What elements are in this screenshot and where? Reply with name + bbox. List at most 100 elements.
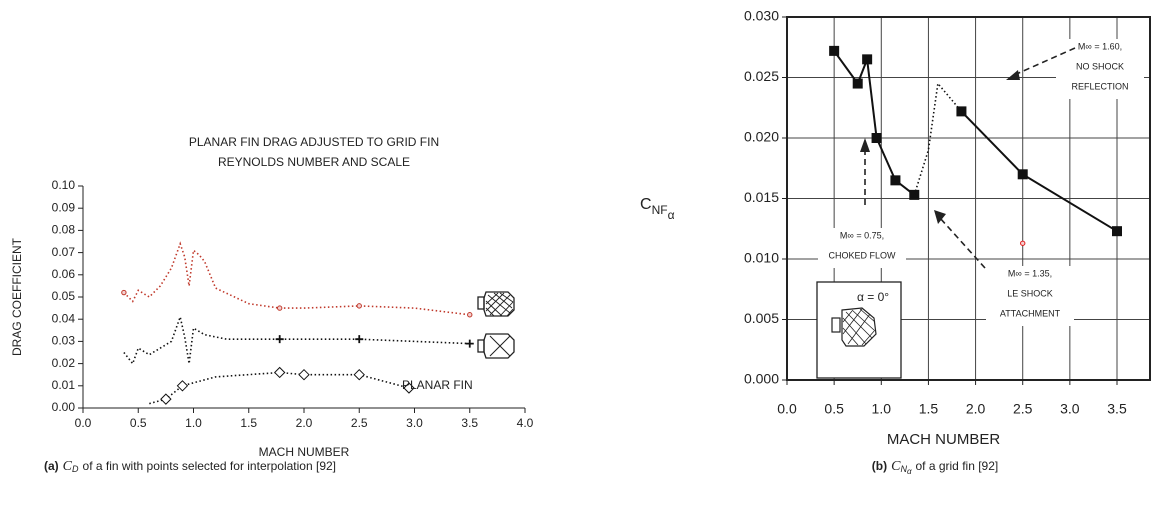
y-tick-label: 0.000 xyxy=(744,371,779,387)
marker xyxy=(852,78,863,89)
chart-title: REYNOLDS NUMBER AND SCALE xyxy=(218,155,410,169)
y-tick-label: 0.03 xyxy=(52,334,76,348)
annotation: M∞ = 1.60, xyxy=(1078,41,1122,51)
x-tick-label: 0.0 xyxy=(777,401,797,417)
marker xyxy=(829,45,840,56)
x-tick-label: 3.0 xyxy=(406,416,423,430)
caption: (a) CD of a fin with points selected for i… xyxy=(44,459,336,474)
x-tick-label: 1.0 xyxy=(185,416,202,430)
marker xyxy=(298,368,310,381)
annotation-bg xyxy=(1056,39,1144,99)
annotation-bg xyxy=(986,266,1074,326)
chart-title: PLANAR FIN DRAG ADJUSTED TO GRID FIN xyxy=(189,135,439,149)
caption-text: of a fin with points selected for interp… xyxy=(83,459,336,473)
y-tick-label: 0.02 xyxy=(52,356,76,370)
y-tick-label: 0.015 xyxy=(744,189,779,205)
y-tick-label: 0.025 xyxy=(744,68,779,84)
x-tick-label: 2.5 xyxy=(1013,401,1033,417)
caption-text: of a grid fin [92] xyxy=(916,459,999,473)
marker xyxy=(276,305,283,311)
marker xyxy=(1017,169,1028,180)
y-tick-label: 0.010 xyxy=(744,250,779,266)
annotation-arrows xyxy=(864,47,1076,269)
caption: (b) CNα of a grid fin [92] xyxy=(872,459,998,476)
marker xyxy=(956,106,967,117)
annotation: LE SHOCK xyxy=(1007,288,1053,298)
y-tick-label: 0.005 xyxy=(744,310,779,326)
x-tick-label: 1.5 xyxy=(240,416,257,430)
y-label-subscript: NF xyxy=(652,203,668,217)
y-tick-label: 0.020 xyxy=(744,129,779,145)
y-tick-label: 0.08 xyxy=(52,223,76,237)
y-tick-label: 0.04 xyxy=(52,311,76,325)
marker xyxy=(121,289,127,296)
marker xyxy=(465,339,474,348)
series-line xyxy=(123,314,470,366)
annotation: ATTACHMENT xyxy=(1000,308,1061,318)
x-tick-label: 0.0 xyxy=(75,416,92,430)
arrowheads xyxy=(860,70,1020,224)
y-tick-label: 0.07 xyxy=(52,245,76,259)
marker xyxy=(275,335,284,344)
caption-subsubscript: α xyxy=(907,467,912,476)
marker xyxy=(353,368,365,381)
x-tick-label: 2.0 xyxy=(296,416,313,430)
marker xyxy=(1112,226,1122,237)
y-tick-label: 0.09 xyxy=(52,200,76,214)
caption-symbol: C xyxy=(891,459,901,474)
marker xyxy=(467,312,473,318)
y-axis-label: DRAG COEFFICIENT xyxy=(10,237,24,356)
y-tick-label: 0.05 xyxy=(52,289,76,303)
plot: 0.00 0.01 0.02 0.03 0.04 0.05 0.06 0.07 0.08 0.09… xyxy=(10,135,533,474)
annotation: CHOKED FLOW xyxy=(828,250,896,260)
x-tick-label: 1.5 xyxy=(919,401,939,417)
x-axis-label: MACH NUMBER xyxy=(259,445,350,459)
x-tick-label: 3.5 xyxy=(1107,401,1127,417)
annotation: M∞ = 0.75, xyxy=(840,230,884,240)
annotation: M∞ = 1.35, xyxy=(1008,268,1052,278)
series-line xyxy=(913,81,963,196)
annotation: PLANAR FIN xyxy=(402,378,473,392)
x-tick-label: 3.5 xyxy=(461,416,478,430)
x-tick-label: 0.5 xyxy=(824,401,844,417)
marker xyxy=(355,335,364,344)
x-tick-label: 4.0 xyxy=(517,416,534,430)
marker xyxy=(176,380,189,392)
marker xyxy=(871,133,882,143)
caption-subscript: D xyxy=(72,464,79,474)
y-tick-label: 0.00 xyxy=(52,400,76,414)
annotation: NO SHOCK xyxy=(1076,61,1124,71)
caption-symbol: C xyxy=(63,459,73,474)
plot: 0.000 0.005 0.010 0.015 0.020 0.025 0.030 0.0 0.… xyxy=(640,8,1151,476)
x-tick-label: 3.0 xyxy=(1060,401,1080,417)
y-axis-label: CNFα xyxy=(640,196,675,222)
x-tick-label: 2.5 xyxy=(351,416,368,430)
inset-icon xyxy=(831,307,877,347)
annotation-bg xyxy=(818,228,906,268)
caption-label: (b) xyxy=(872,459,887,473)
marker xyxy=(160,393,172,405)
x-tick-label: 2.0 xyxy=(966,401,986,417)
annotation: REFLECTION xyxy=(1071,81,1128,91)
y-tick-label: 0.10 xyxy=(52,178,76,192)
x-tick-label: 1.0 xyxy=(872,401,892,417)
marker xyxy=(1020,240,1026,246)
grid-fin-icon xyxy=(477,291,515,359)
inset-box xyxy=(816,281,902,379)
series-line xyxy=(123,241,470,316)
caption-label: (a) xyxy=(44,459,59,473)
x-tick-label: 0.5 xyxy=(130,416,147,430)
annotation: α = 0° xyxy=(857,290,889,304)
y-label-symbol: C xyxy=(640,196,652,213)
marker xyxy=(356,303,362,309)
y-tick-label: 0.06 xyxy=(52,267,76,281)
plot-frame xyxy=(786,16,1151,381)
marker xyxy=(890,175,901,186)
x-axis-label: MACH NUMBER xyxy=(887,431,1001,448)
y-tick-label: 0.030 xyxy=(744,8,779,24)
y-label-subsubscript: α xyxy=(668,208,675,222)
y-tick-label: 0.01 xyxy=(52,378,76,392)
caption-subscript: N xyxy=(900,464,907,474)
marker xyxy=(403,382,415,394)
